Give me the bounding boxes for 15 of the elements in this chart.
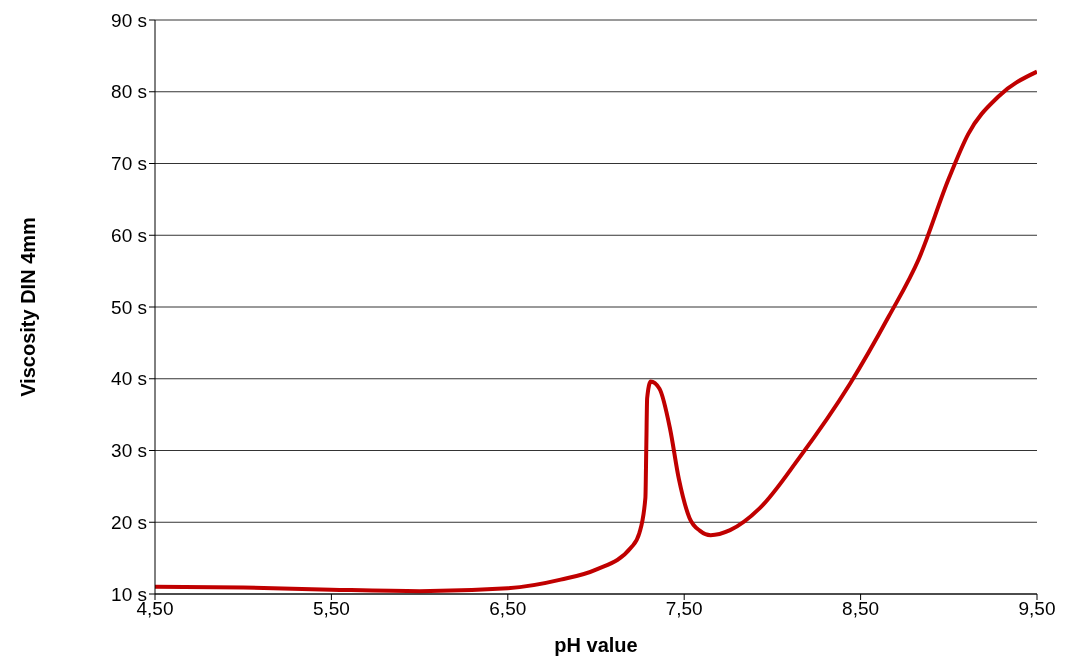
y-tick-label: 20 s: [111, 511, 147, 533]
y-tick-label: 60 s: [111, 224, 147, 246]
x-tick-label: 8,50: [842, 598, 880, 620]
x-tick-label: 6,50: [489, 598, 527, 620]
y-tick-label: 90 s: [111, 9, 147, 31]
y-tick-label: 50 s: [111, 296, 147, 318]
y-tick-label: 80 s: [111, 81, 147, 103]
x-axis-title: pH value: [554, 634, 638, 656]
y-tick-label: 30 s: [111, 440, 147, 462]
y-tick-label: 70 s: [111, 153, 147, 175]
y-axis-title: Viscosity DIN 4mm: [17, 217, 40, 397]
x-tick-label: 9,50: [1018, 598, 1056, 620]
y-tick-label: 40 s: [111, 368, 147, 390]
x-tick-label: 5,50: [312, 598, 350, 620]
x-tick-label: 7,50: [665, 598, 703, 620]
